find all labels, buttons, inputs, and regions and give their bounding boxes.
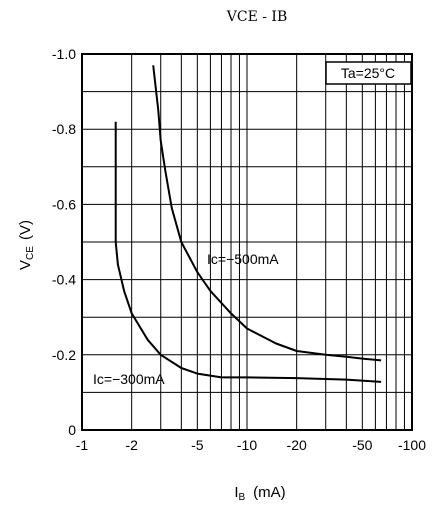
x-axis-label-main: I xyxy=(234,484,238,501)
legend-box-frame xyxy=(325,61,412,85)
annotation-ic-500: Ic=−500mA xyxy=(207,251,279,267)
x-axis-label: IB (mA) xyxy=(234,484,285,503)
y-tick-label: -0.6 xyxy=(52,196,76,212)
x-tick-label: -10 xyxy=(237,437,257,453)
y-axis-label-sub: CE xyxy=(25,246,36,260)
x-tick-label: -100 xyxy=(398,437,426,453)
y-axis-label-unit: (V) xyxy=(17,220,34,240)
x-tick-label: -2 xyxy=(125,437,138,453)
y-axis-label: VCE (V) xyxy=(17,220,36,270)
y-tick-label: -0.8 xyxy=(52,121,76,137)
curve-ic-500 xyxy=(152,65,382,362)
annotation-ic-300: Ic=−300mA xyxy=(93,371,165,387)
x-tick-label: -1 xyxy=(76,437,89,453)
curve-ic-300 xyxy=(114,121,382,383)
plot-frame xyxy=(81,53,413,431)
y-tick-label: -0.4 xyxy=(52,272,76,288)
grid xyxy=(82,54,412,430)
x-axis-label-unit: (mA) xyxy=(253,484,286,501)
y-tick-label: -0.2 xyxy=(52,347,76,363)
legend-text: Ta=25°C xyxy=(341,65,395,81)
chart-title: VCE - IB xyxy=(226,9,288,25)
y-tick-label: 0 xyxy=(68,422,76,438)
y-axis-label-main: V xyxy=(17,260,34,270)
legend-box: Ta=25°C xyxy=(325,61,412,85)
x-tick-label: -50 xyxy=(352,437,372,453)
curves xyxy=(114,65,382,383)
x-tick-labels: -1 -2 -5 -10 -20 -50 -100 xyxy=(76,437,426,453)
y-tick-label: -1.0 xyxy=(52,46,76,62)
x-tick-label: -5 xyxy=(191,437,204,453)
y-tick-labels: 0 -0.2 -0.4 -0.6 -0.8 -1.0 xyxy=(52,46,76,438)
x-axis-label-sub: B xyxy=(239,492,246,503)
x-tick-label: -20 xyxy=(287,437,307,453)
